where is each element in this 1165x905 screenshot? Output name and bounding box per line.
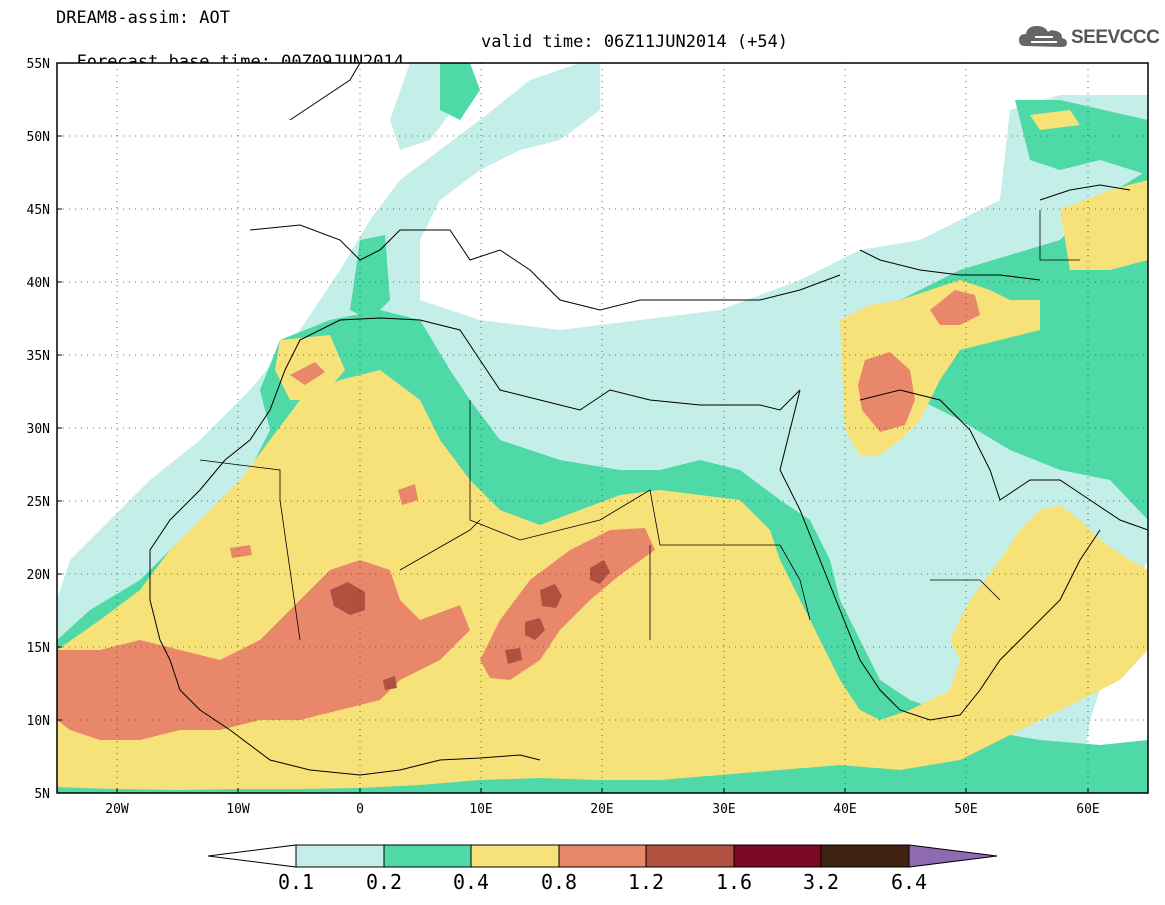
lat-label: 40N bbox=[27, 276, 50, 291]
cloud-icon bbox=[1019, 26, 1067, 47]
colorbar-label: 0.8 bbox=[540, 870, 578, 894]
country-borders bbox=[199, 210, 1080, 641]
model-title: DREAM8-assim: AOT bbox=[56, 8, 230, 28]
lon-label: 20W bbox=[105, 802, 129, 817]
colorbar-swatch bbox=[645, 844, 735, 868]
lon-label: 0 bbox=[356, 802, 364, 817]
lon-label: 10E bbox=[469, 802, 492, 817]
lat-label: 15N bbox=[27, 641, 50, 656]
lon-label: 50E bbox=[954, 802, 977, 817]
colorbar-label: 6.4 bbox=[890, 870, 928, 894]
aot-band-1.2-1.6 bbox=[330, 560, 610, 690]
lon-label: 10W bbox=[226, 802, 250, 817]
lon-labels: 20W 10W 0 10E 20E 30E 40E 50E 60E bbox=[105, 802, 1099, 817]
colorbar-label: 0.1 bbox=[277, 870, 315, 894]
lat-label: 20N bbox=[27, 568, 50, 583]
colorbar-over-triangle bbox=[908, 844, 998, 868]
valid-time: valid time: 06Z11JUN2014 (+54) bbox=[481, 32, 789, 52]
lat-label: 10N bbox=[27, 714, 50, 729]
lat-label: 35N bbox=[27, 349, 50, 364]
lat-label: 45N bbox=[27, 203, 50, 218]
lon-label: 30E bbox=[712, 802, 735, 817]
axis-ticks bbox=[57, 62, 1089, 793]
colorbar-swatch bbox=[733, 844, 822, 868]
colorbar-label: 0.4 bbox=[452, 870, 490, 894]
colorbar-label: 1.6 bbox=[715, 870, 753, 894]
seevccc-logo: SEEVCCC bbox=[1017, 20, 1160, 54]
colorbar-labels: 0.1 0.2 0.4 0.8 1.2 1.6 3.2 6.4 bbox=[0, 870, 1165, 896]
lat-label: 55N bbox=[27, 57, 50, 72]
lat-label: 30N bbox=[27, 422, 50, 437]
colorbar-swatch bbox=[820, 844, 910, 868]
coastlines bbox=[149, 63, 1148, 776]
lon-label: 20E bbox=[590, 802, 613, 817]
lon-label: 60E bbox=[1076, 802, 1099, 817]
colorbar bbox=[207, 844, 998, 868]
colorbar-label: 0.2 bbox=[365, 870, 403, 894]
lat-label: 50N bbox=[27, 130, 50, 145]
colorbar-swatch bbox=[558, 844, 647, 868]
aot-band-0.8-1.2 bbox=[57, 290, 980, 740]
colorbar-label: 3.2 bbox=[802, 870, 840, 894]
lon-label: 40E bbox=[833, 802, 856, 817]
lat-labels: 55N 50N 45N 40N 35N 30N 25N 20N 15N 10N … bbox=[27, 57, 50, 802]
colorbar-swatch bbox=[383, 844, 472, 868]
colorbar-under-triangle bbox=[207, 844, 297, 868]
colorbar-label: 1.2 bbox=[627, 870, 665, 894]
lat-label: 5N bbox=[34, 787, 50, 802]
colorbar-swatch bbox=[470, 844, 560, 868]
colorbar-swatch bbox=[295, 844, 385, 868]
lat-label: 25N bbox=[27, 495, 50, 510]
logo-text: SEEVCCC bbox=[1071, 27, 1160, 48]
